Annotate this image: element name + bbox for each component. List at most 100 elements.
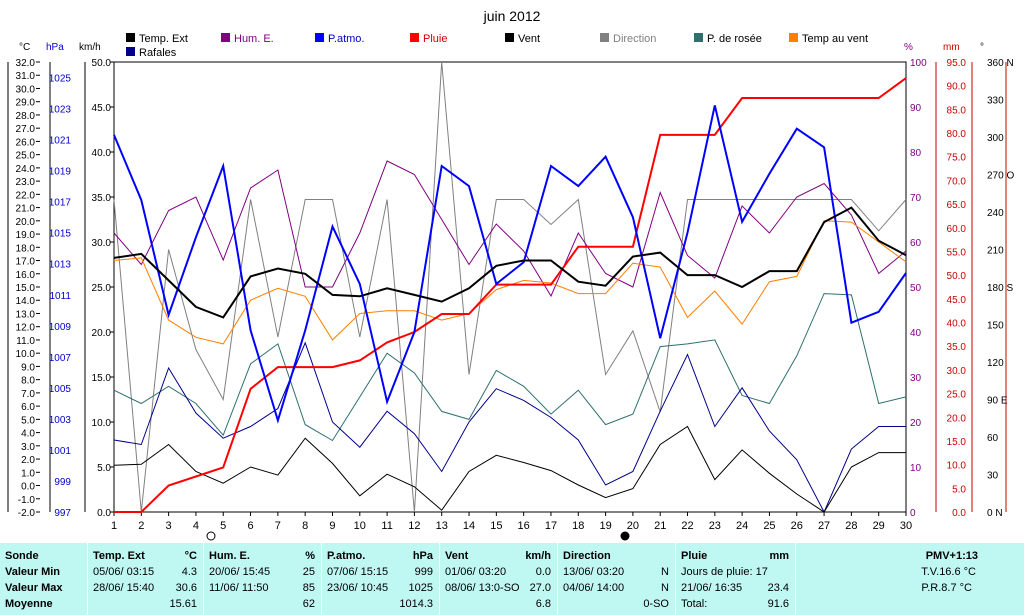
hum-title: Hum. E. [209,550,250,562]
dir-min: N [661,566,669,578]
chart-title: juin 2012 [483,8,541,24]
legend-label-temp-ext: Temp. Ext [139,33,188,45]
x-tick-label: 29 [873,520,885,532]
temp-tick-label: 6.0 [21,402,35,413]
rain-unit: mm [769,550,789,562]
pressure-tick-label: 997 [54,508,71,519]
row-label-max: Valeur Max [5,582,63,594]
rain-tick-label: 45.0 [947,295,967,306]
wind-tick-label: 5.0 [97,463,111,474]
humidity-tick-label: 70 [910,193,922,204]
press-min-date: 07/06/ 15:15 [327,566,389,578]
pressure-tick-label: 999 [54,477,71,488]
humidity-unit-label: % [904,42,913,53]
stats-rain: Pluie mm Jours de pluie: 17 21/06/ 16:35 2… [676,543,796,615]
wind-tick-label: 25.0 [92,283,112,294]
rain-tick-label: 30.0 [947,366,967,377]
x-tick-label: 24 [736,520,748,532]
temp-title: Temp. Ext [93,550,145,562]
stats-temp: Temp. Ext °C 05/06/ 03:15 4.3 28/06/ 15:40… [88,543,204,615]
pressure-tick-label: 1009 [49,322,72,333]
series-line-hum-e [113,160,907,298]
rain-tick-label: 35.0 [947,342,967,353]
direction-tick-label: 90 E [987,396,1008,407]
x-tick-label: 23 [709,520,721,532]
x-tick-label: 1 [111,520,117,532]
x-tick-label: 19 [599,520,611,532]
x-tick-label: 17 [545,520,557,532]
pressure-tick-label: 1001 [49,446,72,457]
humidity-tick-label: 30 [910,373,922,384]
plot-frame [113,61,907,513]
rain-tick-label: 95.0 [947,58,967,69]
temp-tick-label: 0.0 [21,482,35,493]
press-max: 1025 [408,582,433,594]
temp-tick-label: 29.0 [16,98,36,109]
direction-tick-label: 210 [987,246,1004,257]
legend-swatch-pluie [410,33,419,42]
rain-unit-label: mm [943,42,960,53]
wind-unit-label: km/h [79,42,101,53]
temp-tick-label: 27.0 [16,124,36,135]
wind-max: 27.0 [529,582,551,594]
temp-tick-label: -1.0 [18,495,36,506]
press-avg: 1014.3 [399,598,433,610]
rain-tick-label: 70.0 [947,176,967,187]
temp-tick-label: 26.0 [16,137,36,148]
rain-tick-label: 80.0 [947,129,967,140]
pressure-tick-label: 1025 [49,74,72,85]
temp-tick-label: 7.0 [21,389,35,400]
wind-tick-label: 0.0 [97,508,111,519]
temp-avg: 15.61 [169,598,197,610]
pressure-tick-label: 1011 [49,291,71,302]
x-tick-label: 14 [463,520,475,532]
wind-title: Vent [445,550,469,562]
chart-plot-area [113,61,907,514]
x-tick-label: 13 [436,520,448,532]
stats-pmv: PMV+1:13 T.V.16.6 °C P.R.8.7 °C [796,543,1024,615]
rain-tick-label: 15.0 [947,437,967,448]
wind-tick-label: 10.0 [92,418,112,429]
temp-tick-label: 23.0 [16,177,36,188]
direction-tick-label: 270 O [987,171,1014,182]
direction-unit-label: ° [980,42,984,53]
pressure-tick-label: 1021 [49,136,72,147]
pressure-tick-label: 1013 [49,260,72,271]
temp-tick-label: 17.0 [16,257,36,268]
series-line-rafales [113,341,906,514]
series-line-p-atmo [113,105,907,424]
temp-tick-label: 3.0 [21,442,35,453]
pressure-tick-label: 1005 [49,384,72,395]
rain-total: 91.6 [767,598,789,610]
direction-tick-label: 360 N [987,58,1014,69]
temp-tick-label: 18.0 [16,243,36,254]
temp-tick-label: 16.0 [16,270,36,281]
pressure-tick-label: 1007 [49,353,72,364]
rain-max-date: 21/06/ 16:35 [681,582,743,594]
temp-tick-label: 28.0 [16,111,36,122]
temp-tick-label: 12.0 [16,323,36,334]
statistics-panel: Sonde Valeur Min Valeur Max Moyenne Temp… [0,543,1024,615]
x-tick-label: 5 [220,520,226,532]
x-tick-label: 18 [572,520,584,532]
temp-tick-label: 9.0 [21,362,35,373]
chart-axes: 1 2 3 4 5 6 7 8 9 10 11 12 13 14 15 16 17 18 19 20 21 22 23 24 2… [7,42,1014,541]
rain-tick-label: 0.0 [952,508,966,519]
temp-tick-label: 19.0 [16,230,36,241]
rain-tick-label: 20.0 [947,413,967,424]
rain-days: Jours de pluie: 17 [681,566,768,578]
hum-max-date: 11/06/ 11:50 [209,582,269,594]
x-tick-label: 4 [193,520,199,532]
temp-unit: °C [184,550,197,562]
legend-label-p-de-ros-e: P. de rosée [707,33,762,45]
temp-tick-label: 21.0 [16,204,36,215]
temp-tick-label: 30.0 [16,84,36,95]
x-tick-label: 10 [354,520,366,532]
rain-tick-label: 40.0 [947,319,967,330]
pressure-tick-label: 1017 [49,198,72,209]
weather-chart: juin 2012 Temp. Ext Hum. E. P.atmo. Pluie Ve… [7,8,1014,541]
rain-tick-label: 50.0 [947,271,967,282]
x-tick-label: 15 [490,520,502,532]
temp-tick-label: 22.0 [16,190,36,201]
dir-max-date: 04/06/ 14:00 [563,582,625,594]
